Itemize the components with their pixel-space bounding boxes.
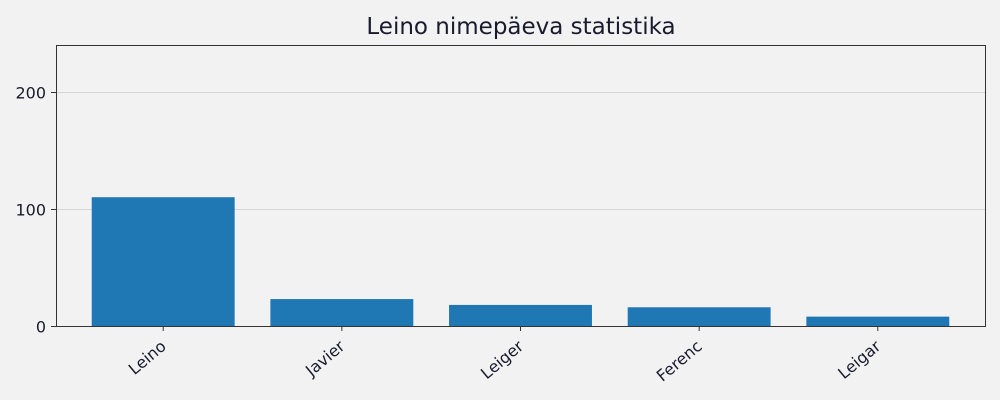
x-tick-label: Leigar (834, 336, 884, 383)
bars (91, 197, 950, 326)
bar-leino (91, 197, 235, 326)
bar-leigar (806, 316, 950, 326)
grid-lines (56, 92, 985, 210)
y-tick-label: 0 (36, 318, 46, 337)
chart-title: Leino nimepäeva statistika (366, 14, 675, 40)
y-tick-label: 100 (15, 201, 46, 220)
x-tick-label: Leiger (477, 336, 527, 383)
bar-ferenc (627, 307, 771, 326)
bar-leiger (449, 304, 592, 326)
y-axis-ticks: 0 100 200 (15, 84, 56, 337)
x-tick-label: Ferenc (653, 337, 706, 386)
y-tick-label: 200 (15, 84, 46, 103)
x-axis-ticks: Leino Javier Leiger Ferenc Leigar (125, 326, 885, 385)
x-tick-label: Leino (125, 337, 170, 379)
bar-javier (270, 299, 414, 326)
x-tick-label: Javier (301, 336, 349, 380)
